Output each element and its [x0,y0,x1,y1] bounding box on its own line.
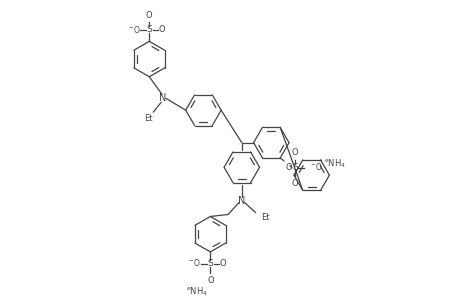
Text: $\mathdefault{^-}$O: $\mathdefault{^-}$O [127,24,141,35]
Text: Et: Et [144,114,152,123]
Text: S: S [146,25,152,34]
Text: $\mathdefault{^eNH_4}$: $\mathdefault{^eNH_4}$ [324,158,346,170]
Text: O: O [285,163,291,172]
Text: $\mathdefault{^-}$O: $\mathdefault{^-}$O [187,257,202,268]
Text: O: O [146,11,152,20]
Text: $\mathdefault{^-}$O: $\mathdefault{^-}$O [308,161,322,172]
Text: N: N [159,93,167,103]
Text: O: O [207,275,213,284]
Text: S: S [291,164,297,172]
Text: Et: Et [261,213,269,222]
Text: $\mathdefault{^eNH_4}$: $\mathdefault{^eNH_4}$ [185,285,207,298]
Text: O: O [158,25,165,34]
Text: O: O [219,259,226,268]
Text: S: S [207,259,213,268]
Text: O: O [291,179,297,188]
Text: O: O [291,148,297,157]
Text: N: N [238,196,245,206]
